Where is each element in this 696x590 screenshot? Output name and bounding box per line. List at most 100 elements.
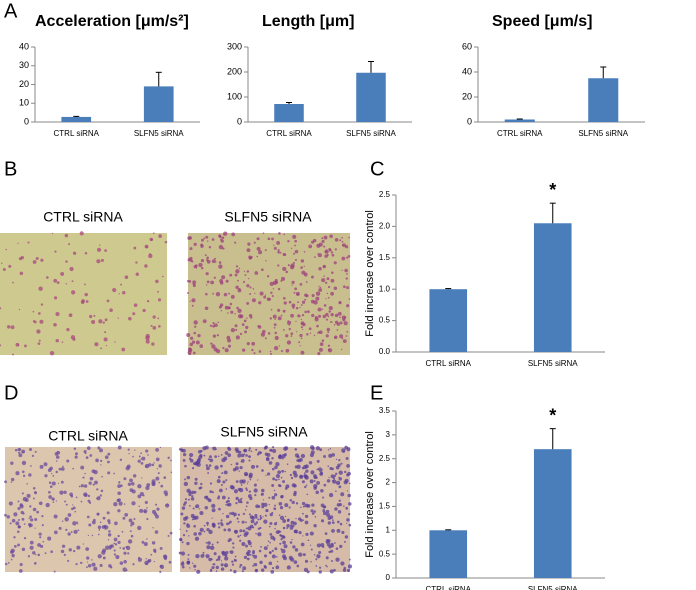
cell (318, 288, 323, 292)
cell (277, 316, 282, 321)
cell (260, 545, 262, 548)
cell (348, 236, 350, 239)
cell (87, 494, 91, 498)
cell (199, 488, 201, 490)
cell (318, 347, 323, 352)
cell (343, 505, 345, 507)
cell (323, 483, 327, 487)
cell (71, 280, 74, 283)
cell (140, 462, 144, 465)
cell (253, 488, 258, 493)
cell (144, 264, 148, 268)
cell (133, 303, 138, 307)
cell (316, 326, 318, 328)
cell (100, 258, 104, 262)
cell (258, 549, 262, 553)
cell (38, 501, 43, 506)
cell (264, 514, 267, 517)
chart-title: Length [μm] (262, 13, 354, 30)
y-tick-label: 30 (19, 60, 29, 70)
cell (287, 264, 290, 267)
cell (7, 561, 10, 564)
cell (202, 319, 207, 324)
cell (220, 519, 223, 522)
cell (280, 476, 283, 479)
cell (209, 569, 213, 572)
cell (278, 455, 283, 460)
cell (84, 472, 86, 475)
cell (291, 483, 296, 488)
cell (250, 450, 253, 453)
panel-label: A (4, 0, 18, 22)
cell (237, 487, 241, 491)
cell (156, 468, 158, 470)
cell (122, 516, 126, 520)
cell (99, 244, 101, 246)
cell (279, 251, 282, 254)
cell (200, 482, 203, 486)
cell (250, 519, 255, 524)
cell (328, 453, 333, 458)
cell (297, 301, 300, 304)
cell (280, 314, 283, 317)
cell (294, 548, 299, 552)
cell (48, 495, 52, 499)
cell (251, 341, 256, 346)
cell (325, 312, 329, 317)
cell (109, 308, 113, 312)
cell (263, 519, 268, 524)
cell (14, 448, 18, 452)
cell (298, 341, 301, 344)
cell (327, 449, 330, 451)
cell (113, 537, 118, 542)
cell (331, 253, 335, 257)
cell (334, 542, 336, 544)
y-tick-label: 1.0 (379, 284, 391, 293)
cell (311, 294, 315, 298)
cell (56, 450, 59, 453)
cell (290, 476, 294, 480)
cell (191, 260, 194, 263)
cell (233, 558, 236, 561)
cell (279, 515, 285, 520)
cell (248, 472, 253, 477)
cell (313, 300, 318, 305)
cell (236, 306, 239, 310)
cell (330, 291, 334, 296)
cell (329, 515, 334, 519)
cell (307, 539, 310, 542)
cell (291, 538, 293, 541)
cell (147, 463, 152, 467)
cell (325, 564, 328, 567)
y-tick-label: 10 (19, 98, 29, 108)
cell (158, 464, 162, 468)
cell (249, 286, 252, 289)
cell (282, 540, 286, 545)
cell (262, 499, 265, 501)
cell (84, 251, 88, 255)
cell (284, 446, 289, 450)
cell (341, 236, 343, 239)
cell (190, 490, 195, 495)
bar (588, 78, 619, 122)
cell (347, 493, 351, 498)
cell (336, 322, 341, 326)
cell (180, 551, 186, 556)
cell (304, 514, 309, 519)
cell (327, 344, 331, 347)
cell (152, 509, 156, 514)
cell (212, 524, 216, 528)
cell (112, 288, 117, 293)
cell (246, 501, 249, 504)
cell (246, 483, 249, 485)
cell (227, 312, 229, 314)
cell (198, 508, 201, 510)
cell (268, 503, 270, 506)
cell (92, 483, 95, 486)
cell (206, 256, 209, 260)
error-bar (549, 202, 556, 224)
cell (146, 517, 149, 521)
cell (108, 530, 111, 533)
cell (302, 553, 306, 557)
cell (297, 458, 302, 463)
